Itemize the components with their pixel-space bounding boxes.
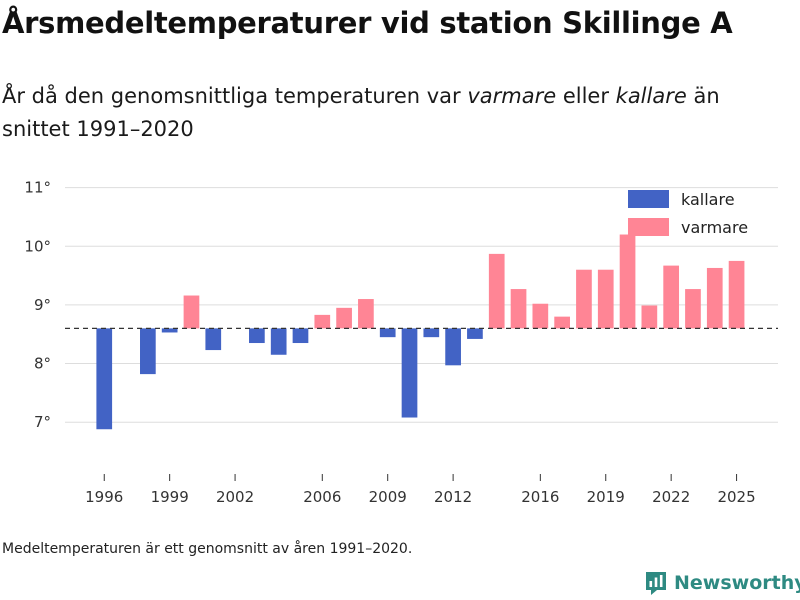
legend-label-kallare: kallare — [681, 190, 735, 209]
bar-varmare — [619, 234, 636, 329]
bar-varmare — [314, 314, 331, 329]
bar-kallare — [270, 328, 287, 355]
bar-varmare — [532, 303, 549, 329]
legend-swatch-varmare — [628, 218, 669, 236]
chart-title: Årsmedeltemperaturer vid station Skillin… — [2, 6, 733, 40]
y-tick-label: 8° — [34, 355, 51, 373]
subtitle-text-2: eller — [556, 84, 616, 108]
x-tick-label: 2025 — [717, 488, 755, 506]
bar-varmare — [663, 265, 680, 329]
bar-varmare — [685, 289, 701, 329]
subtitle-emphasis-warmer: varmare — [467, 84, 557, 108]
chart-subtitle: År då den genomsnittliga temperaturen va… — [2, 80, 782, 146]
bar-kallare — [379, 328, 396, 338]
bar-kallare — [249, 328, 265, 344]
bar-kallare — [401, 328, 418, 418]
x-tick-label: 2022 — [652, 488, 690, 506]
bar-varmare — [358, 299, 374, 329]
bar-varmare — [706, 267, 723, 329]
x-tick-label: 1999 — [151, 488, 189, 506]
x-tick-label: 2002 — [216, 488, 254, 506]
bar-kallare — [467, 328, 483, 339]
y-tick-label: 10° — [24, 237, 51, 255]
y-tick-label: 7° — [34, 413, 51, 431]
bar-varmare — [336, 307, 352, 329]
x-tick-label: 2006 — [303, 488, 341, 506]
subtitle-emphasis-colder: kallare — [615, 84, 687, 108]
legend-swatch-kallare — [628, 190, 669, 208]
bar-varmare — [554, 316, 570, 329]
brand-logo: Newsworthy — [644, 570, 800, 596]
subtitle-text-3: än snittet 1991–2020 — [2, 84, 720, 141]
bar-varmare — [488, 253, 505, 329]
bar-varmare — [597, 269, 614, 329]
x-tick-label: 1996 — [85, 488, 123, 506]
x-tick-label: 2016 — [521, 488, 559, 506]
subtitle-text-1: År då den genomsnittliga temperaturen va… — [2, 84, 468, 108]
bar-chart: 7° 8° 9° 10° 11° 1996 1999 2002 2006 2009 2012 2016… — [24, 179, 778, 506]
newsworthy-logo-icon — [646, 572, 666, 595]
bar-kallare — [140, 328, 156, 375]
bar-kallare — [292, 328, 309, 344]
x-tick-label: 2019 — [587, 488, 625, 506]
bar-kallare — [205, 328, 222, 351]
bar-varmare — [183, 295, 200, 329]
brand-name: Newsworthy — [674, 572, 800, 594]
x-tick-label: 2009 — [369, 488, 407, 506]
bar-varmare — [641, 305, 658, 329]
y-tick-label: 11° — [24, 179, 51, 197]
x-tick-label: 2012 — [434, 488, 472, 506]
y-tick-label: 9° — [34, 296, 51, 314]
bar-kallare — [161, 328, 178, 333]
footnote: Medeltemperaturen är ett genomsnitt av å… — [2, 541, 413, 557]
bar-varmare — [510, 289, 527, 329]
bar-varmare — [576, 269, 592, 329]
bar-kallare — [96, 328, 113, 430]
bar-varmare — [728, 260, 745, 329]
bar-kallare — [423, 328, 440, 338]
bar-kallare — [445, 328, 461, 366]
legend-label-varmare: varmare — [681, 218, 748, 237]
